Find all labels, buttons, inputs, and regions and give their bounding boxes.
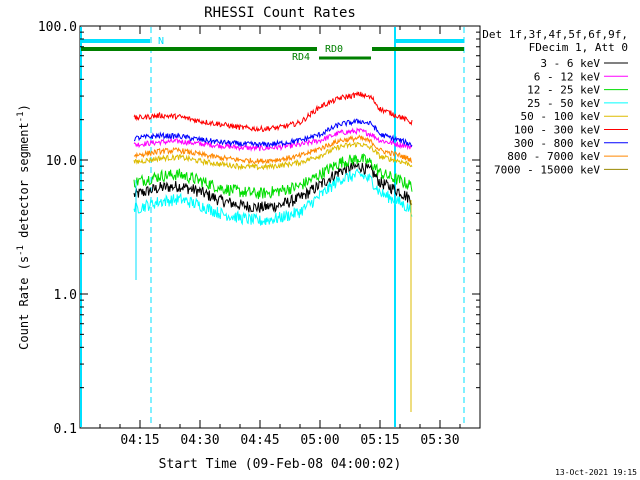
legend-label: 50 - 100 keV [521,110,601,123]
series-line-0 [133,161,413,214]
series-line-2 [133,153,413,200]
footer-date: 13-Oct-2021 19:15 [555,468,637,477]
x-tick-label: 04:30 [180,433,219,448]
series-line-4 [133,141,413,171]
legend-label: 3 - 6 keV [540,57,600,70]
legend-label: 100 - 300 keV [514,124,600,137]
legend-label: 300 - 800 keV [514,137,600,150]
series-line-3 [133,168,413,226]
x-axis-ticks: 04:15 04:30 04:45 05:00 05:15 05:30 [99,26,461,448]
x-axis-label: Start Time (09-Feb-08 04:00:02) [159,457,402,472]
x-tick-label: 04:15 [120,433,159,448]
y-axis-label: Count Rate (s-1 detector segment-1) [16,104,31,350]
y-tick-label: 0.1 [54,422,77,437]
legend-header-1: Det 1f,3f,4f,5f,6f,9f, [482,28,628,41]
series-group [133,91,413,226]
legend-header-2: FDecim 1, Att 0 [529,41,628,54]
legend-label: 12 - 25 keV [527,84,600,97]
legend-label: 7000 - 15000 keV [494,163,600,176]
y-tick-label: 100.0 [38,20,77,35]
y-tick-label: 1.0 [54,288,77,303]
y-tick-label: 10.0 [46,154,77,169]
x-tick-label: 05:30 [420,433,459,448]
series-line-5 [133,91,413,133]
x-tick-label: 04:45 [240,433,279,448]
series-line-1 [133,127,413,152]
series-line-7 [133,134,413,165]
legend-label: 25 - 50 keV [527,97,600,110]
rd4-label: RD4 [292,52,310,63]
legend-label: 6 - 12 keV [534,70,601,83]
x-tick-label: 05:15 [360,433,399,448]
plot-frame [79,25,481,429]
chart-title: RHESSI Count Rates [204,5,356,21]
x-tick-label: 05:00 [300,433,339,448]
legend-label: 800 - 7000 keV [507,150,600,163]
rd0-label: RD0 [325,44,343,55]
series-line-6 [134,118,413,148]
y-axis-ticks: 100.0 10.0 1.0 0.1 [38,20,480,437]
night-label: N [158,36,164,47]
